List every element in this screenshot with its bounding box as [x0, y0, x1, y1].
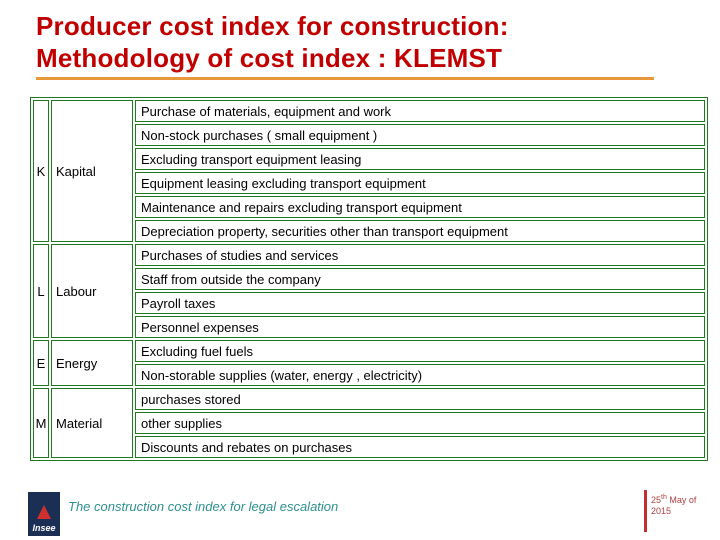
- date-text: 25th May of 2015: [651, 490, 696, 517]
- date-ordinal: th: [661, 494, 667, 501]
- table-row: Maintenance and repairs excluding transp…: [135, 196, 705, 218]
- table-row: other supplies: [135, 412, 705, 434]
- table-row: Payroll taxes: [135, 292, 705, 314]
- table-row: Purchases of studies and services: [135, 244, 705, 266]
- table-row: Equipment leasing excluding transport eq…: [135, 172, 705, 194]
- footer-text: The construction cost index for legal es…: [68, 499, 339, 514]
- group-letter-e: E: [33, 340, 49, 386]
- date-year: 2015: [651, 506, 672, 516]
- table-row: Excluding fuel fuels: [135, 340, 705, 362]
- insee-logo-text: Insee: [32, 523, 56, 533]
- group-rows-m: purchases stored other supplies Discounts …: [135, 388, 705, 458]
- group-rows-k: Purchase of materials, equipment and wor…: [135, 100, 705, 242]
- table-row: Personnel expenses: [135, 316, 705, 338]
- title-underline: [36, 77, 654, 80]
- insee-logo-mark-icon: [37, 505, 51, 519]
- group-rows-e: Excluding fuel fuels Non-storable supplie…: [135, 340, 705, 386]
- insee-logo: Insee: [28, 492, 60, 536]
- title-line-1: Producer cost index for construction:: [36, 11, 509, 41]
- table-row: Non-storable supplies (water, energy , e…: [135, 364, 705, 386]
- table-row: purchases stored: [135, 388, 705, 410]
- date-tail: May of: [666, 495, 697, 505]
- group-label-kapital: Kapital: [51, 100, 133, 242]
- table-row: Non-stock purchases ( small equipment ): [135, 124, 705, 146]
- table-group-l: L Labour Purchases of studies and services…: [33, 244, 705, 338]
- slide-title: Producer cost index for construction: Me…: [36, 10, 676, 74]
- group-label-material: Material: [51, 388, 133, 458]
- table-row: Staff from outside the company: [135, 268, 705, 290]
- klemst-table: K Kapital Purchase of materials, equipment…: [30, 97, 708, 461]
- date-divider: [644, 490, 647, 532]
- group-label-labour: Labour: [51, 244, 133, 338]
- group-rows-l: Purchases of studies and services Staff f…: [135, 244, 705, 338]
- table-group-k: K Kapital Purchase of materials, equipment…: [33, 100, 705, 242]
- table-group-e: E Energy Excluding fuel fuels Non-storable …: [33, 340, 705, 386]
- title-line-2: Methodology of cost index : KLEMST: [36, 43, 503, 73]
- group-letter-l: L: [33, 244, 49, 338]
- table-group-m: M Material purchases stored other supplies D…: [33, 388, 705, 458]
- group-letter-k: K: [33, 100, 49, 242]
- date-block: 25th May of 2015: [644, 490, 696, 532]
- table-row: Purchase of materials, equipment and wor…: [135, 100, 705, 122]
- group-label-energy: Energy: [51, 340, 133, 386]
- table-row: Discounts and rebates on purchases: [135, 436, 705, 458]
- table-row: Excluding transport equipment leasing: [135, 148, 705, 170]
- group-letter-m: M: [33, 388, 49, 458]
- date-day: 25: [651, 495, 662, 505]
- table-row: Depreciation property, securities other …: [135, 220, 705, 242]
